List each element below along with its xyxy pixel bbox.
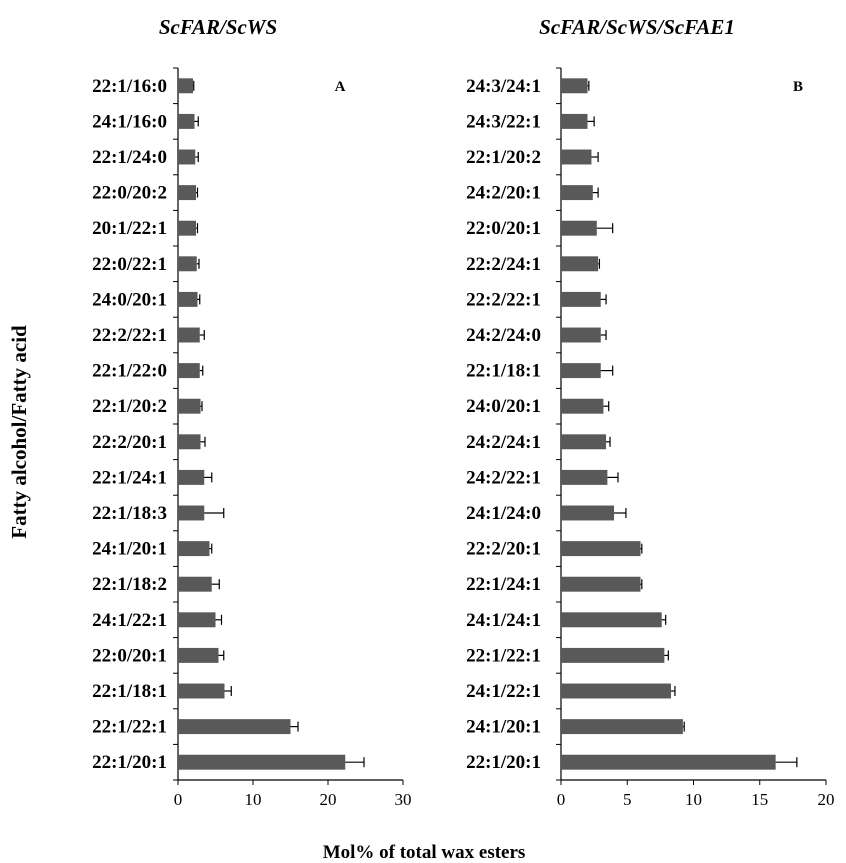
panel-a-bar [178,327,200,343]
panel-a-category-label: 24:1/20:1 [92,539,167,560]
panel-a-bar [178,185,196,201]
panel-b-category-label: 22:2/20:1 [466,539,541,560]
panel-a-category-label: 22:1/22:1 [92,717,167,738]
panel-a-category-label: 24:0/20:1 [92,289,167,310]
panel-b-x-tick-label: 0 [557,790,566,809]
panel-a-bar [178,469,205,485]
panel-b-category-label: 24:3/22:1 [466,111,541,132]
panel-b-category-label: 24:2/24:1 [466,432,541,453]
panel-a-bar [178,576,212,592]
panel-b-bar [561,398,604,414]
panel-b-category-label: 22:0/20:1 [466,218,541,239]
panel-a-title: ScFAR/ScWS [159,15,277,39]
panel-b-category-label: 24:1/22:1 [466,681,541,702]
panel-a-category-label: 22:1/24:0 [92,147,167,168]
panel-b-x-tick-label: 5 [623,790,632,809]
panel-a-bar [178,78,193,94]
panel-b-bar [561,719,683,735]
panel-a-category-label: 22:1/20:2 [92,396,167,417]
panel-a-category-label: 22:1/18:1 [92,681,167,702]
panel-a-bar [178,683,225,699]
panel-b-bar [561,291,601,307]
panel-a-x-tick-label: 0 [174,790,183,809]
panel-a-bar [178,647,219,663]
panel-b-bar [561,149,592,165]
panel-b-bar [561,434,607,450]
panel-b-category-label: 22:1/24:1 [466,574,541,595]
panel-b-x-tick-label: 10 [685,790,702,809]
panel-a-category-label: 22:2/22:1 [92,325,167,346]
panel-b-category-label: 24:1/20:1 [466,717,541,738]
panel-b-category-label: 24:0/20:1 [466,396,541,417]
panel-a-bar [178,220,196,236]
y-axis-label: Fatty alcohol/Fatty acid [7,325,31,539]
panel-b-bar [561,256,599,272]
panel-a-bar [178,434,201,450]
panel-a-category-label: 22:1/24:1 [92,467,167,488]
panel-b-bar [561,78,588,94]
panel-b-x-tick-label: 15 [751,790,768,809]
panel-b-bar [561,505,614,521]
panel-b-category-label: 22:1/20:2 [466,147,541,168]
panel-b: 0 5 10 15 20 24:3/24:1 24:3/22:1 22:1/20:2 24:2/… [466,67,835,809]
panel-a-category-label: 22:1/18:3 [92,503,167,524]
panel-a-bar [178,363,200,379]
panel-b-bar [561,185,593,201]
panel-b-category-label: 22:2/22:1 [466,289,541,310]
panel-b-bar [561,612,662,628]
panel-b-bar [561,327,601,343]
panel-b-bar [561,469,608,485]
x-axis-label: Mol% of total wax esters [323,842,526,863]
panel-b-category-label: 24:2/20:1 [466,183,541,204]
panel-b-category-label: 24:1/24:1 [466,610,541,631]
panel-b-category-label: 22:1/22:1 [466,645,541,666]
panel-b-category-label: 22:1/18:1 [466,361,541,382]
panel-b-title: ScFAR/ScWS/ScFAE1 [539,15,735,39]
panel-a-x-tick-label: 30 [395,790,412,809]
panel-b-bar [561,754,776,770]
panel-a-category-label: 24:1/22:1 [92,610,167,631]
panel-b-bar [561,647,665,663]
panel-a-category-label: 22:1/20:1 [92,752,167,773]
panel-a-bar [178,612,216,628]
panel-b-category-label: 24:2/24:0 [466,325,541,346]
panel-a-x-tick-label: 20 [320,790,337,809]
panel-a-x-tick-label: 10 [245,790,262,809]
panel-b-x-tick-label: 20 [818,790,835,809]
panel-b-bar [561,683,671,699]
panel-a-category-label: 22:1/22:0 [92,361,167,382]
panel-a-category-label: 24:1/16:0 [92,111,167,132]
panel-a-category-label: 22:0/20:2 [92,183,167,204]
panel-a-bar [178,505,205,521]
panel-a-category-label: 22:2/20:1 [92,432,167,453]
panel-b-category-label: 24:3/24:1 [466,76,541,97]
panel-a-category-label: 22:1/16:0 [92,76,167,97]
panel-a-label: A [335,79,346,95]
panel-b-category-label: 24:1/24:0 [466,503,541,524]
panel-a-bar [178,398,201,414]
panel-b-bar [561,113,588,129]
panel-b-bar [561,576,641,592]
panel-a-bar [178,541,210,557]
panel-a-category-label: 22:1/18:2 [92,574,167,595]
panel-a-bar [178,754,346,770]
panel-b-category-label: 24:2/22:1 [466,467,541,488]
panel-a: 0 10 20 30 22:1/16:0 24:1/16:0 22:1/24:0 22:0/2… [92,67,412,809]
panel-b-bar [561,541,641,557]
panel-a-bar [178,256,197,272]
panel-a-bar [178,719,291,735]
panel-b-category-label: 22:1/20:1 [466,752,541,773]
panel-a-bar [178,149,196,165]
panel-a-category-label: 22:0/22:1 [92,254,167,275]
panel-a-category-label: 22:0/20:1 [92,645,167,666]
panel-a-bar [178,113,195,129]
panel-b-bar [561,363,601,379]
panel-a-bar [178,291,198,307]
panel-b-label: B [793,79,803,95]
panel-b-category-label: 22:2/24:1 [466,254,541,275]
panel-b-bar [561,220,597,236]
panel-a-category-label: 20:1/22:1 [92,218,167,239]
